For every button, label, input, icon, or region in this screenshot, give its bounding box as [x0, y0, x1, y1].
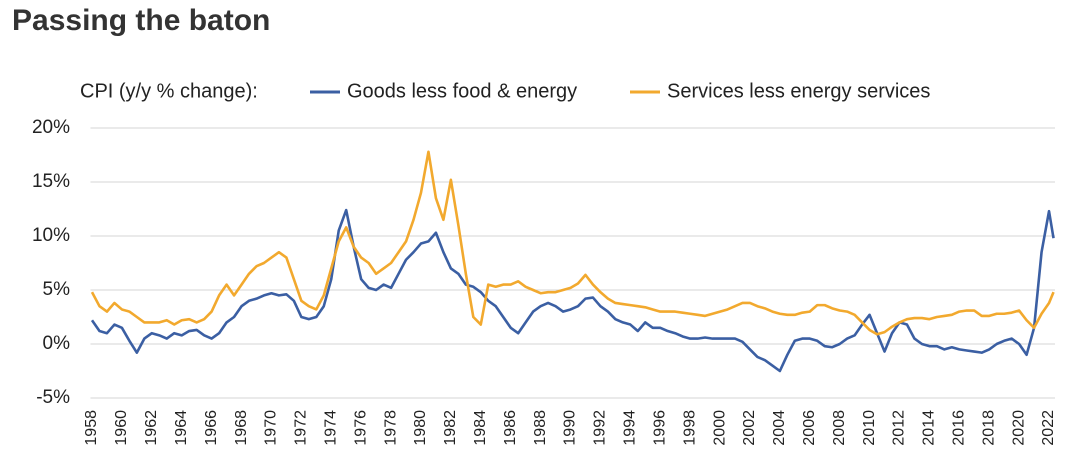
x-tick-label: 1992 [592, 410, 609, 446]
x-tick-label: 1960 [113, 410, 130, 446]
series-line [90, 150, 1055, 336]
x-tick-label: 2012 [891, 410, 908, 446]
x-tick-label: 1970 [263, 410, 280, 446]
x-tick-label: 1966 [203, 410, 220, 446]
x-tick-label: 1986 [502, 410, 519, 446]
y-tick-label: 20% [32, 117, 70, 138]
x-tick-label: 1978 [382, 410, 399, 446]
x-tick-label: 2002 [741, 410, 758, 446]
x-tick-label: 1968 [233, 410, 250, 446]
x-tick-label: 2006 [801, 410, 818, 446]
x-tick-label: 1988 [532, 410, 549, 446]
y-tick-label: 15% [32, 171, 70, 192]
series-line [90, 208, 1055, 373]
x-tick-label: 1980 [412, 410, 429, 446]
x-tick-label: 1976 [352, 410, 369, 446]
y-tick-label: -5% [36, 387, 70, 408]
legend-label: Goods less food & energy [347, 80, 577, 102]
x-tick-label: 2008 [831, 410, 848, 446]
x-tick-label: 2010 [861, 410, 878, 446]
y-tick-label: 0% [43, 333, 71, 354]
legend-label: Services less energy services [667, 80, 930, 102]
x-tick-label: 1990 [562, 410, 579, 446]
x-tick-label: 2014 [921, 410, 938, 446]
x-tick-label: 2016 [951, 410, 968, 446]
x-tick-label: 1962 [143, 410, 160, 446]
x-tick-label: 2020 [1010, 410, 1027, 446]
x-tick-label: 1994 [622, 410, 639, 446]
y-tick-label: 5% [43, 279, 71, 300]
x-tick-label: 2000 [711, 410, 728, 446]
legend-title: CPI (y/y % change): [80, 80, 258, 102]
x-tick-label: 1984 [472, 410, 489, 446]
x-tick-label: 1982 [442, 410, 459, 446]
x-tick-label: 1972 [293, 410, 310, 446]
x-tick-label: 1958 [83, 410, 100, 446]
x-tick-label: 2018 [980, 410, 997, 446]
y-tick-label: 10% [32, 225, 70, 246]
x-tick-label: 1998 [681, 410, 698, 446]
chart-title: Passing the baton [12, 4, 270, 37]
x-tick-label: 1996 [651, 410, 668, 446]
x-tick-label: 2004 [771, 410, 788, 446]
x-tick-label: 2022 [1040, 410, 1057, 446]
x-tick-label: 1964 [173, 410, 190, 446]
x-tick-label: 1974 [322, 410, 339, 446]
